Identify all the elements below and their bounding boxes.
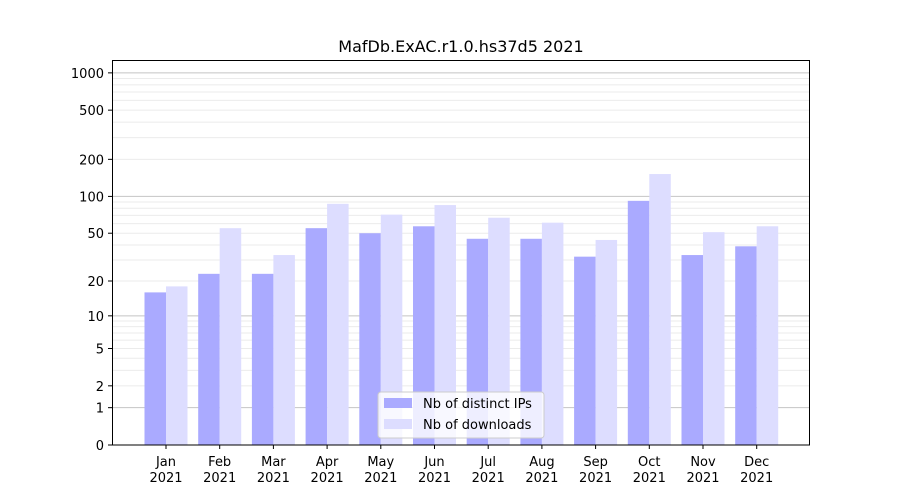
- bar-distinct-ips: [413, 226, 435, 445]
- y-tick-label: 10: [87, 310, 104, 325]
- bar-downloads: [434, 205, 456, 445]
- y-tick-label: 1000: [71, 67, 104, 82]
- bar-downloads: [649, 174, 671, 445]
- bar-downloads: [703, 232, 725, 445]
- y-axis: 0 1 2 5 10 20 50 100 200 500 1000: [71, 67, 112, 454]
- bar-distinct-ips: [305, 228, 328, 445]
- y-tick-label: 1: [96, 402, 104, 417]
- x-tick-label: Feb 2021: [203, 455, 236, 486]
- legend-label: Nb of distinct IPs: [423, 397, 532, 412]
- bar-distinct-ips: [681, 255, 703, 445]
- legend-swatch: [384, 419, 412, 429]
- bar-distinct-ips: [144, 292, 166, 445]
- x-tick-label: Mar 2021: [257, 455, 290, 486]
- y-tick-label: 50: [87, 227, 104, 242]
- bar-downloads: [273, 255, 295, 445]
- bar-downloads: [488, 217, 510, 445]
- legend-label: Nb of downloads: [423, 418, 532, 433]
- y-tick-label: 200: [79, 153, 104, 168]
- x-tick-label: Jul 2021: [472, 455, 505, 486]
- y-tick-label: 5: [96, 342, 104, 357]
- y-tick-label: 500: [79, 104, 104, 119]
- x-tick-label: Jan 2021: [149, 455, 182, 486]
- x-tick-label: Apr 2021: [311, 455, 344, 486]
- x-tick-label: Aug 2021: [525, 455, 558, 486]
- y-tick-label: 2: [96, 380, 104, 395]
- x-tick-label: Dec 2021: [740, 455, 773, 486]
- bar-downloads: [327, 203, 349, 445]
- bar-downloads: [541, 222, 564, 445]
- bar-distinct-ips: [574, 256, 596, 445]
- x-tick-label: Sep 2021: [579, 455, 612, 486]
- bar-distinct-ips: [198, 273, 220, 445]
- legend: Nb of distinct IPs Nb of downloads: [377, 391, 545, 439]
- legend-box: [377, 391, 545, 439]
- legend-swatch: [384, 398, 412, 408]
- bar-distinct-ips: [359, 233, 381, 445]
- x-tick-label: May 2021: [364, 455, 397, 486]
- x-axis: Jan 2021 Feb 2021 Mar 2021 Apr 2021 May 2021 Jun 20…: [149, 445, 773, 486]
- bar-downloads: [219, 228, 242, 445]
- bar-distinct-ips: [627, 200, 650, 445]
- y-tick-label: 20: [87, 275, 104, 290]
- bar-downloads: [380, 214, 403, 445]
- bar-downloads: [166, 286, 188, 445]
- bar-distinct-ips: [735, 246, 757, 445]
- y-tick-label: 100: [79, 190, 104, 205]
- bar-downloads: [756, 226, 779, 445]
- chart-title: MafDb.ExAC.r1.0.hs37d5 2021: [338, 37, 583, 56]
- bar-distinct-ips: [251, 273, 274, 445]
- x-tick-label: Nov 2021: [686, 455, 719, 486]
- bars: [144, 174, 779, 445]
- y-tick-label: 0: [96, 439, 104, 454]
- x-tick-label: Jun 2021: [418, 455, 451, 486]
- plot-frame: [112, 60, 810, 446]
- x-tick-label: Oct 2021: [633, 455, 666, 486]
- bar-downloads: [595, 239, 618, 445]
